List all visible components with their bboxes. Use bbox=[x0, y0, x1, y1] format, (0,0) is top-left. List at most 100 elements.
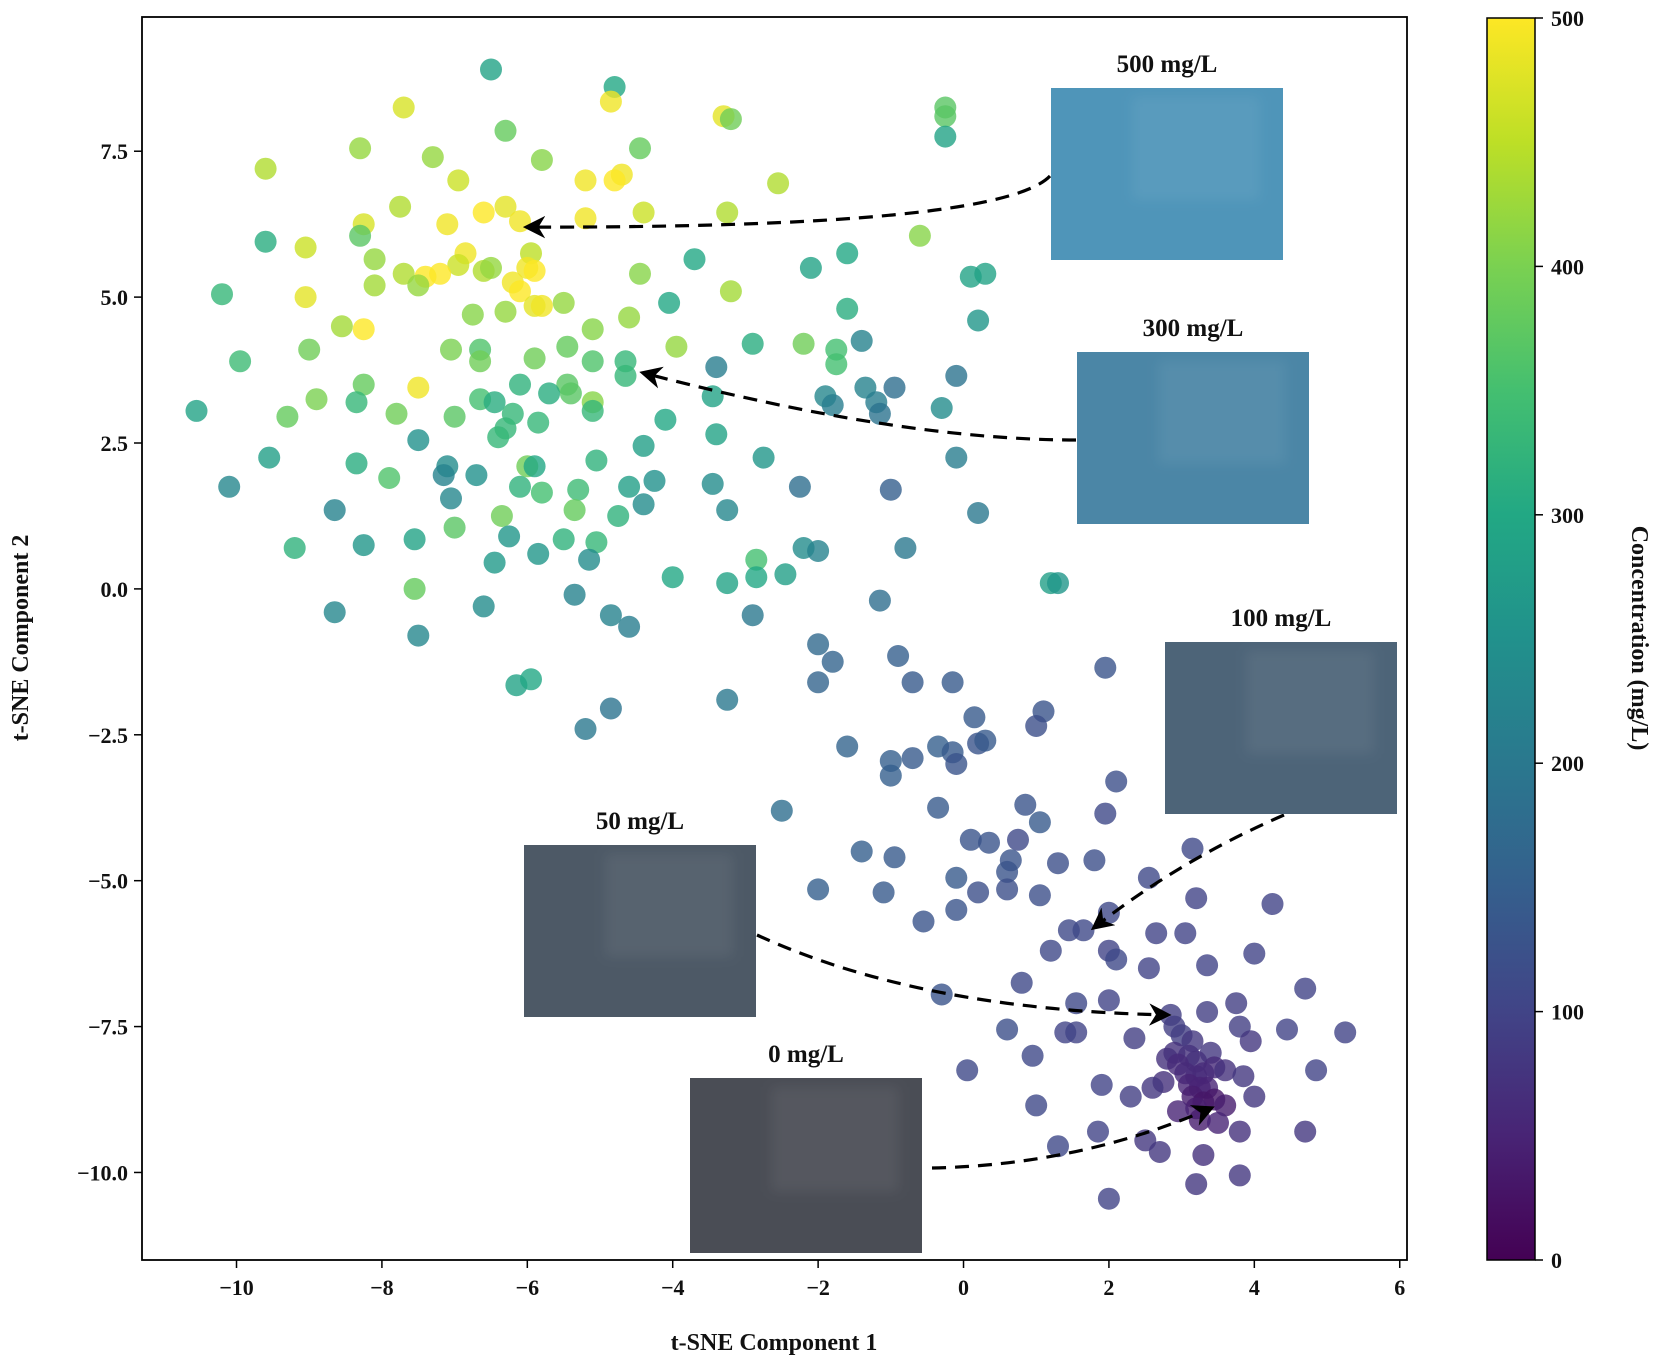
data-point bbox=[509, 210, 531, 233]
data-point bbox=[1207, 1111, 1229, 1134]
data-point bbox=[1214, 1094, 1237, 1117]
data-point bbox=[1105, 770, 1128, 793]
colorbar-tick-label: 100 bbox=[1551, 1000, 1584, 1025]
data-point bbox=[974, 729, 997, 752]
data-point bbox=[527, 542, 550, 565]
annotation-arrows bbox=[522, 174, 1285, 1170]
data-point bbox=[352, 318, 375, 341]
x-axis-label: t-SNE Component 1 bbox=[671, 1330, 878, 1356]
inset-label: 300 mg/L bbox=[1143, 315, 1244, 342]
data-point bbox=[581, 318, 604, 341]
y-tick-label: 5.0 bbox=[101, 285, 129, 310]
data-point bbox=[945, 446, 968, 469]
data-point bbox=[483, 551, 506, 574]
data-point bbox=[1137, 866, 1160, 889]
data-point bbox=[1021, 1044, 1044, 1067]
data-point bbox=[330, 315, 353, 338]
data-point bbox=[618, 306, 641, 329]
data-point bbox=[440, 487, 462, 510]
inset-label: 500 mg/L bbox=[1117, 51, 1218, 78]
data-point bbox=[509, 280, 531, 303]
data-point bbox=[901, 671, 924, 694]
data-point bbox=[494, 300, 517, 323]
data-point bbox=[607, 505, 630, 527]
data-point bbox=[767, 172, 790, 195]
data-point bbox=[1261, 893, 1284, 915]
data-point bbox=[1083, 849, 1106, 872]
data-point bbox=[879, 764, 902, 787]
data-point bbox=[574, 169, 597, 192]
data-point bbox=[1047, 1135, 1069, 1158]
annotation-arrow bbox=[931, 1105, 1215, 1170]
plot-frame bbox=[141, 16, 1408, 1261]
data-point bbox=[912, 910, 935, 933]
data-point bbox=[799, 256, 822, 279]
data-point bbox=[392, 96, 415, 119]
data-point bbox=[1167, 1100, 1189, 1123]
data-point bbox=[443, 516, 466, 539]
data-point bbox=[403, 528, 426, 551]
data-point bbox=[618, 615, 641, 638]
data-point bbox=[978, 831, 1000, 854]
data-point bbox=[1228, 1164, 1251, 1187]
data-point bbox=[665, 335, 688, 358]
data-point bbox=[894, 537, 917, 559]
data-point bbox=[1105, 948, 1128, 971]
data-point bbox=[363, 248, 386, 271]
data-point bbox=[305, 388, 328, 411]
annotation-arrow bbox=[756, 933, 1172, 1026]
x-tick-label: −6 bbox=[516, 1275, 540, 1300]
swatch-highlight bbox=[1132, 96, 1260, 200]
data-point bbox=[614, 364, 637, 387]
data-point bbox=[1148, 1141, 1171, 1163]
data-point bbox=[509, 475, 531, 498]
x-tick-label: −4 bbox=[661, 1275, 685, 1300]
data-point bbox=[683, 248, 706, 271]
data-point bbox=[770, 799, 793, 822]
data-point bbox=[1196, 954, 1219, 977]
data-point bbox=[440, 338, 462, 361]
inset-label: 0 mg/L bbox=[768, 1041, 844, 1068]
data-point bbox=[563, 499, 586, 522]
data-point bbox=[850, 840, 873, 863]
data-point bbox=[930, 397, 953, 419]
data-point bbox=[941, 671, 964, 694]
data-point bbox=[719, 108, 742, 131]
swatch-highlight bbox=[771, 1086, 899, 1192]
data-point bbox=[1010, 971, 1033, 994]
data-point bbox=[581, 399, 604, 422]
concentration-inset: 300 mg/L bbox=[1077, 315, 1309, 524]
data-point bbox=[930, 983, 953, 1006]
data-point bbox=[345, 391, 368, 414]
data-point bbox=[719, 280, 742, 303]
data-point bbox=[1094, 802, 1117, 825]
data-point bbox=[1196, 1001, 1219, 1023]
x-tick-label: 4 bbox=[1249, 1275, 1260, 1300]
data-point bbox=[294, 286, 317, 309]
data-point bbox=[701, 385, 724, 408]
data-point bbox=[807, 671, 830, 694]
data-point bbox=[556, 335, 579, 358]
data-point bbox=[254, 230, 277, 253]
data-point bbox=[218, 475, 241, 498]
data-point bbox=[792, 332, 815, 355]
data-point bbox=[1025, 715, 1048, 737]
colorbar-tick-label: 400 bbox=[1551, 254, 1584, 279]
y-axis-label: t-SNE Component 2 bbox=[8, 535, 34, 742]
y-tick-label: −10.0 bbox=[77, 1160, 128, 1185]
data-point bbox=[323, 601, 346, 624]
data-point bbox=[945, 866, 968, 889]
data-point bbox=[211, 283, 233, 306]
data-point bbox=[407, 429, 430, 452]
data-point bbox=[538, 382, 561, 405]
data-point bbox=[705, 423, 728, 446]
data-point bbox=[927, 796, 950, 819]
data-point bbox=[821, 650, 844, 673]
data-point bbox=[530, 294, 553, 317]
data-point bbox=[461, 303, 484, 326]
colorbar-tick-label: 300 bbox=[1551, 503, 1584, 528]
data-point bbox=[490, 505, 513, 527]
data-point bbox=[1065, 1021, 1088, 1044]
data-point bbox=[1334, 1021, 1357, 1044]
